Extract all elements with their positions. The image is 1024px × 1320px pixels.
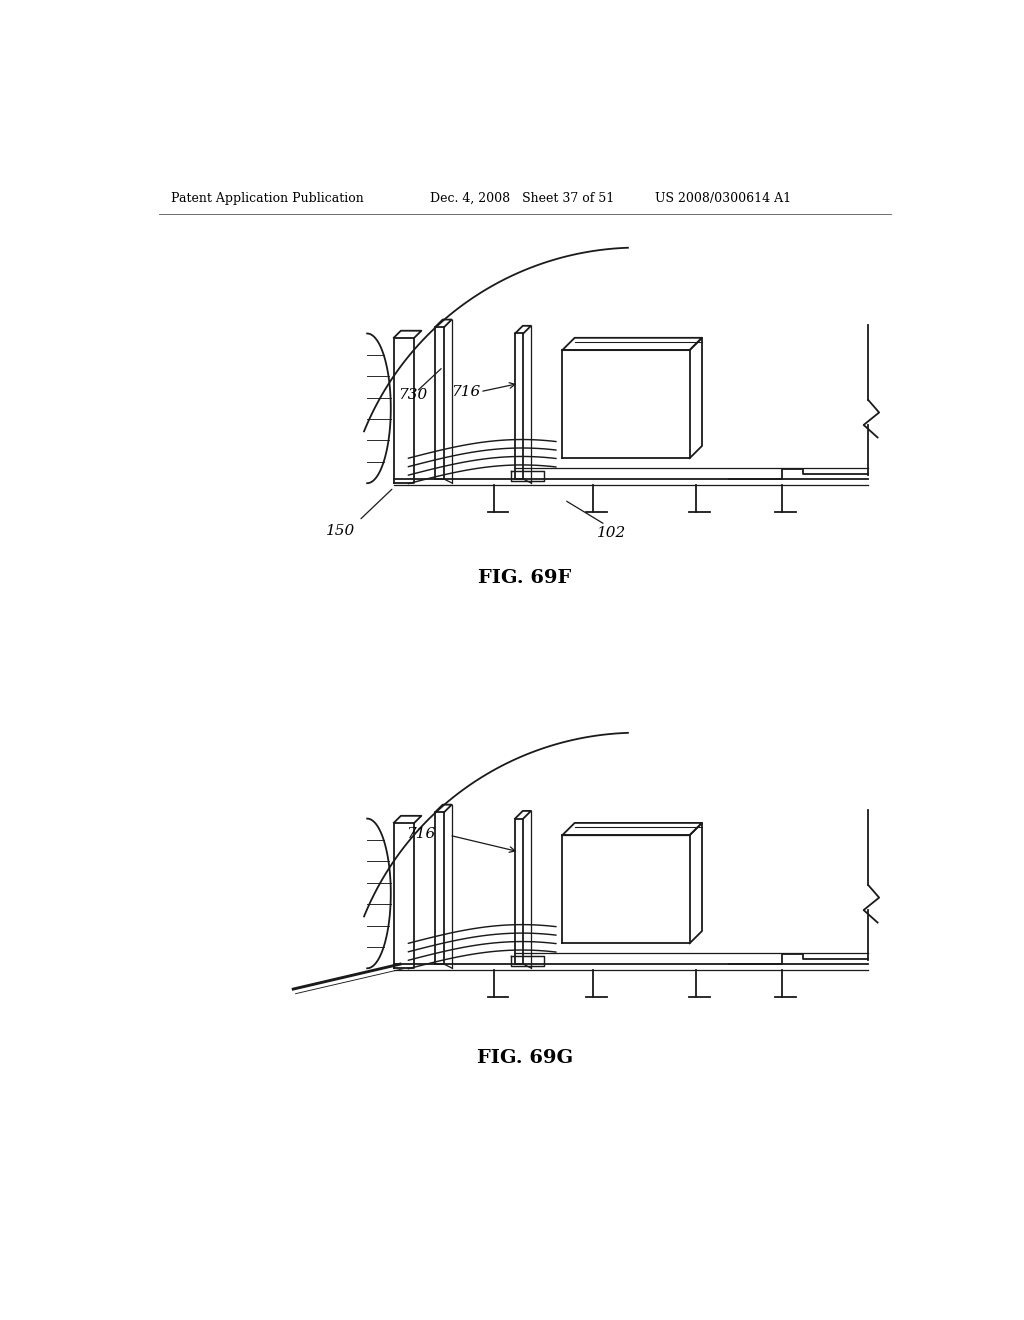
Text: 730: 730 [398,388,427,401]
Text: 716: 716 [407,828,435,841]
Text: Dec. 4, 2008   Sheet 37 of 51: Dec. 4, 2008 Sheet 37 of 51 [430,191,614,205]
Text: 150: 150 [326,524,355,539]
Text: US 2008/0300614 A1: US 2008/0300614 A1 [655,191,792,205]
Text: FIG. 69G: FIG. 69G [477,1049,572,1067]
Text: 102: 102 [597,527,627,540]
Text: 716: 716 [452,385,480,399]
Text: Patent Application Publication: Patent Application Publication [171,191,364,205]
Text: FIG. 69F: FIG. 69F [478,569,571,587]
